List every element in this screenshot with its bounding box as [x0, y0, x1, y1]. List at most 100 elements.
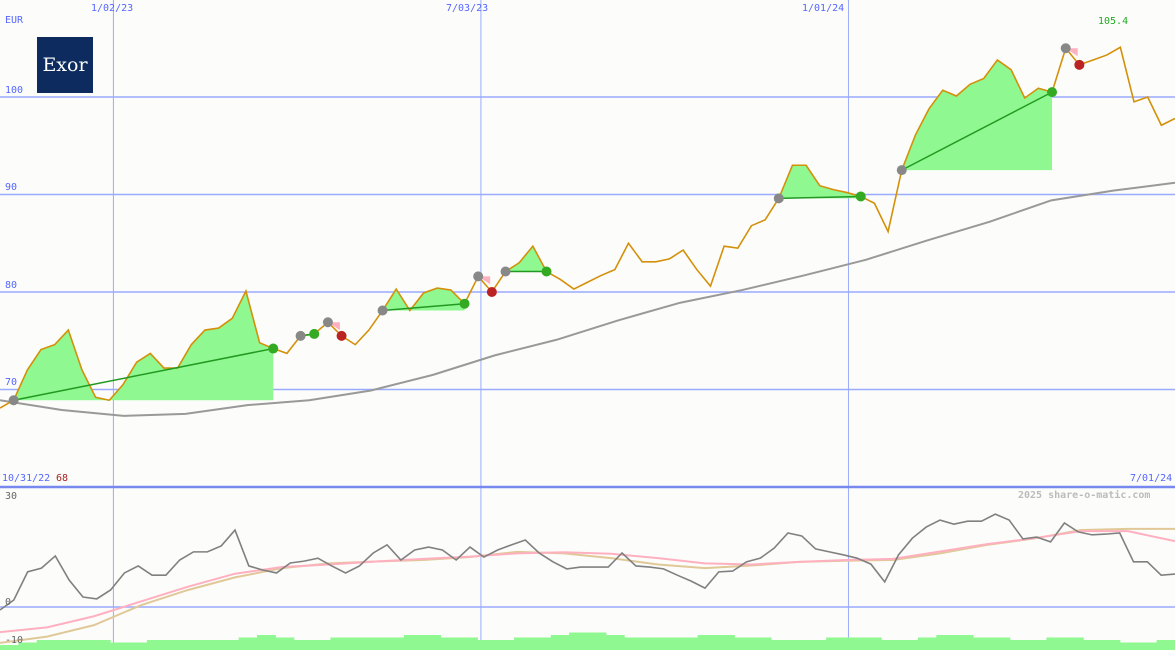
trade-entry-marker: [8, 395, 19, 406]
volume-bar: [348, 637, 368, 650]
volume-bar: [1064, 637, 1084, 650]
watermark: 2025 share-o-matic.com: [1018, 490, 1151, 501]
trade-entry-marker: [500, 266, 511, 277]
volume-bar: [312, 640, 331, 650]
trade-entry-marker: [773, 193, 784, 204]
volume-bar: [91, 640, 111, 650]
high-price-label: 105.4: [1098, 16, 1129, 27]
exor-logo: Exor: [37, 37, 93, 93]
volume-bar: [954, 635, 974, 650]
start-price-label: 68: [56, 473, 69, 484]
volume-bar: [605, 635, 625, 650]
trade-exit-marker: [541, 266, 552, 277]
x-tick-label: 1/02/23: [91, 3, 134, 14]
trade-exit-marker: [459, 298, 470, 309]
volume-bar: [220, 640, 240, 650]
trade-gain-area: [901, 59, 1053, 171]
trade-exit-marker: [1074, 59, 1085, 70]
trade-entry-marker: [322, 317, 333, 328]
osc-y-tick-label: 0: [5, 597, 12, 608]
start-date-label: 10/31/22: [2, 473, 51, 484]
volume-bar: [73, 640, 93, 650]
trade-exit-marker: [336, 330, 347, 341]
volume-bar: [367, 637, 387, 650]
volume-bar: [532, 637, 552, 650]
osc-y-tick-label: 30: [5, 491, 18, 502]
volume-bar: [128, 642, 148, 650]
volume-bar: [403, 635, 423, 650]
volume-bar: [807, 640, 827, 650]
volume-bar: [624, 637, 644, 650]
volume-bar: [238, 637, 258, 650]
volume-bar: [18, 642, 38, 650]
volume-bar: [183, 640, 203, 650]
volume-bar: [440, 637, 460, 650]
volume-bar: [587, 632, 607, 650]
volume-bar: [936, 635, 956, 650]
volume-bar: [697, 635, 717, 650]
volume-bar: [293, 640, 313, 650]
volume-bar: [899, 640, 919, 650]
trade-entry-marker: [377, 305, 388, 316]
volume-bar: [275, 637, 295, 650]
volume-bar: [1046, 637, 1066, 650]
volume-bar: [917, 637, 937, 650]
volume-bar: [771, 640, 790, 650]
trade-entry-marker: [473, 271, 484, 282]
volume-bar: [36, 640, 56, 650]
volume-bar: [789, 640, 809, 650]
volume-bar: [477, 640, 497, 650]
trade-exit-marker: [268, 343, 279, 354]
volume-bar: [973, 637, 992, 650]
volume-bar: [679, 637, 699, 650]
volume-bar: [550, 635, 570, 650]
x-tick-label: 1/01/24: [802, 3, 845, 14]
signal-pink-line: [0, 530, 1175, 634]
trade-exit-marker: [855, 191, 866, 202]
trade-line: [901, 91, 1053, 171]
volume-bar: [862, 637, 882, 650]
volume-bar: [716, 635, 735, 650]
end-date-label: 7/01/24: [1130, 473, 1173, 484]
volume-bar: [495, 640, 515, 650]
volume-bar: [660, 637, 680, 650]
price-line: [0, 46, 1175, 409]
trade-line: [13, 347, 274, 401]
volume-bar: [1028, 640, 1047, 650]
volume-bar: [1138, 642, 1158, 650]
volume-bar: [385, 637, 405, 650]
y-tick-label: 80: [5, 280, 18, 291]
volume-bar: [826, 637, 846, 650]
volume-bar: [201, 640, 221, 650]
trade-exit-marker: [486, 287, 497, 297]
volume-bar: [422, 635, 442, 650]
volume-bar: [1009, 640, 1029, 650]
volume-bar: [0, 645, 19, 650]
trade-entry-marker: [896, 165, 907, 176]
trade-gain-area: [778, 165, 861, 199]
volume-bar: [642, 637, 662, 650]
volume-bar: [1156, 640, 1175, 650]
volume-bar: [844, 637, 864, 650]
y-tick-label: 70: [5, 377, 18, 388]
volume-bar: [165, 640, 185, 650]
volume-bar: [514, 637, 533, 650]
trade-entry-marker: [295, 330, 306, 341]
trade-line: [382, 302, 465, 312]
y-tick-label: 90: [5, 182, 18, 193]
volume-bar: [991, 637, 1011, 650]
volume-bar: [110, 642, 130, 650]
trade-entry-marker: [1060, 43, 1071, 54]
y-tick-label: 100: [5, 85, 24, 96]
volume-bar: [458, 637, 478, 650]
volume-bar: [1119, 642, 1139, 650]
volume-bar: [146, 640, 166, 650]
trade-gain-area: [13, 291, 274, 401]
volume-bar: [55, 640, 74, 650]
volume-bar: [257, 635, 276, 650]
signal-tan-line: [0, 527, 1175, 644]
trade-exit-marker: [309, 328, 320, 339]
oscillator-line: [0, 513, 1175, 611]
currency-label: EUR: [5, 15, 24, 26]
